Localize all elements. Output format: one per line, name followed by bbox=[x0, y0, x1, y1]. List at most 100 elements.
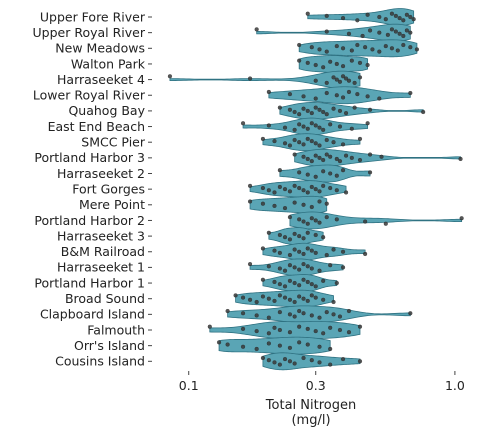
data-point-b-m-railroad-7 bbox=[306, 247, 310, 251]
data-point-portland-harbor-2-6 bbox=[318, 221, 322, 225]
data-point-portland-harbor-1-12 bbox=[335, 281, 339, 285]
data-point-lower-royal-river-9 bbox=[366, 94, 370, 98]
data-point-portland-harbor-1-7 bbox=[302, 278, 306, 282]
data-point-orr-s-island-4 bbox=[267, 342, 271, 346]
data-point-new-meadows-14 bbox=[401, 43, 405, 47]
data-point-new-meadows-6 bbox=[350, 49, 354, 53]
data-point-clapboard-island-14 bbox=[347, 309, 351, 313]
data-point-falmouth-9 bbox=[314, 329, 318, 333]
data-point-orr-s-island-10 bbox=[328, 347, 332, 351]
data-point-harraseeket-2-0 bbox=[278, 168, 282, 172]
data-point-walton-park-8 bbox=[358, 61, 362, 65]
data-point-harraseeket-2-5 bbox=[328, 172, 332, 176]
data-point-smcc-pier-4 bbox=[293, 138, 297, 142]
data-point-broad-sound-8 bbox=[283, 296, 287, 300]
data-point-quahog-bay-9 bbox=[321, 110, 325, 114]
data-point-falmouth-11 bbox=[328, 326, 332, 330]
data-point-walton-park-2 bbox=[314, 63, 318, 67]
data-point-broad-sound-2 bbox=[248, 298, 252, 302]
data-point-clapboard-island-7 bbox=[297, 309, 301, 313]
data-point-upper-royal-river-7 bbox=[390, 27, 394, 31]
data-point-broad-sound-9 bbox=[288, 298, 292, 302]
data-point-walton-park-0 bbox=[297, 59, 301, 63]
data-point-portland-harbor-3-3 bbox=[310, 159, 314, 163]
violin-upper-fore-river bbox=[308, 9, 414, 26]
data-point-fort-gorges-3 bbox=[273, 191, 277, 195]
data-point-harraseeket-2-7 bbox=[341, 168, 345, 172]
data-point-smcc-pier-0 bbox=[261, 137, 265, 141]
y-tick-label-east-end-beach: East End Beach bbox=[48, 119, 145, 134]
data-point-east-end-beach-3 bbox=[293, 128, 297, 132]
data-point-lower-royal-river-0 bbox=[267, 90, 271, 94]
data-point-upper-fore-river-12 bbox=[408, 15, 412, 19]
data-point-new-meadows-10 bbox=[377, 50, 381, 54]
data-point-falmouth-10 bbox=[321, 331, 325, 335]
data-point-new-meadows-1 bbox=[310, 45, 314, 49]
violin-upper-royal-river bbox=[257, 24, 411, 41]
data-point-upper-fore-river-1 bbox=[325, 14, 329, 18]
data-point-fort-gorges-4 bbox=[278, 185, 282, 189]
data-point-quahog-bay-12 bbox=[338, 109, 342, 113]
data-point-b-m-railroad-12 bbox=[341, 250, 345, 254]
data-point-mere-point-1 bbox=[261, 202, 265, 206]
y-tick-label-portland-harbor-2: Portland Harbor 2 bbox=[34, 213, 145, 228]
data-point-harraseeket-3-9 bbox=[321, 235, 325, 239]
y-tick-label-portland-harbor-3: Portland Harbor 3 bbox=[34, 150, 145, 165]
data-point-harraseeket-3-0 bbox=[267, 231, 271, 235]
data-point-fort-gorges-6 bbox=[288, 189, 292, 193]
data-point-mere-point-6 bbox=[310, 205, 314, 209]
data-point-b-m-railroad-11 bbox=[332, 248, 336, 252]
data-point-broad-sound-17 bbox=[332, 300, 336, 304]
data-point-mere-point-3 bbox=[283, 206, 287, 210]
data-point-orr-s-island-9 bbox=[318, 345, 322, 349]
data-point-mere-point-8 bbox=[325, 202, 329, 206]
data-point-broad-sound-15 bbox=[314, 296, 318, 300]
data-point-fort-gorges-11 bbox=[310, 185, 314, 189]
data-point-east-end-beach-14 bbox=[366, 121, 370, 125]
data-point-harraseeket-4-11 bbox=[358, 76, 362, 80]
data-point-portland-harbor-3-10 bbox=[338, 159, 342, 163]
y-tick-label-cousins-island: Cousins Island bbox=[55, 354, 145, 369]
data-point-quahog-bay-7 bbox=[314, 106, 318, 110]
data-point-harraseeket-3-2 bbox=[283, 235, 287, 239]
data-point-upper-fore-river-11 bbox=[405, 13, 409, 17]
data-point-clapboard-island-8 bbox=[302, 311, 306, 315]
data-point-b-m-railroad-6 bbox=[302, 252, 306, 256]
data-point-falmouth-4 bbox=[273, 326, 277, 330]
data-point-harraseeket-2-1 bbox=[297, 171, 301, 175]
data-point-broad-sound-12 bbox=[302, 297, 306, 301]
data-point-fort-gorges-17 bbox=[344, 191, 348, 195]
data-point-broad-sound-4 bbox=[261, 295, 265, 299]
data-point-broad-sound-7 bbox=[278, 294, 282, 298]
data-point-walton-park-1 bbox=[306, 61, 310, 65]
data-point-portland-harbor-1-9 bbox=[310, 282, 314, 286]
data-point-clapboard-island-15 bbox=[408, 311, 412, 315]
data-point-cousins-island-10 bbox=[328, 363, 332, 367]
data-point-harraseeket-4-0 bbox=[168, 74, 172, 78]
data-point-harraseeket-1-5 bbox=[293, 266, 297, 270]
data-point-fort-gorges-10 bbox=[306, 191, 310, 195]
data-point-new-meadows-15 bbox=[408, 45, 412, 49]
data-point-upper-royal-river-6 bbox=[386, 33, 390, 37]
data-point-clapboard-island-9 bbox=[310, 314, 314, 318]
data-point-portland-harbor-1-10 bbox=[314, 284, 318, 288]
data-point-portland-harbor-2-9 bbox=[363, 220, 367, 224]
data-point-harraseeket-1-1 bbox=[267, 264, 271, 268]
data-point-cousins-island-11 bbox=[341, 357, 345, 361]
data-point-orr-s-island-5 bbox=[278, 344, 282, 348]
y-tick-label-walton-park: Walton Park bbox=[71, 56, 146, 71]
data-point-harraseeket-1-11 bbox=[328, 263, 332, 267]
data-point-harraseeket-1-4 bbox=[288, 263, 292, 267]
data-point-east-end-beach-5 bbox=[302, 125, 306, 129]
data-point-portland-harbor-3-4 bbox=[314, 154, 318, 158]
data-point-upper-fore-river-7 bbox=[390, 12, 394, 16]
data-point-b-m-railroad-10 bbox=[325, 253, 329, 257]
data-point-walton-park-4 bbox=[328, 60, 332, 64]
data-point-harraseeket-3-3 bbox=[288, 238, 292, 242]
data-point-quahog-bay-4 bbox=[302, 107, 306, 111]
data-point-harraseeket-1-10 bbox=[318, 269, 322, 273]
data-point-upper-royal-river-8 bbox=[394, 30, 398, 34]
data-point-east-end-beach-1 bbox=[267, 124, 271, 128]
data-point-clapboard-island-10 bbox=[318, 316, 322, 320]
